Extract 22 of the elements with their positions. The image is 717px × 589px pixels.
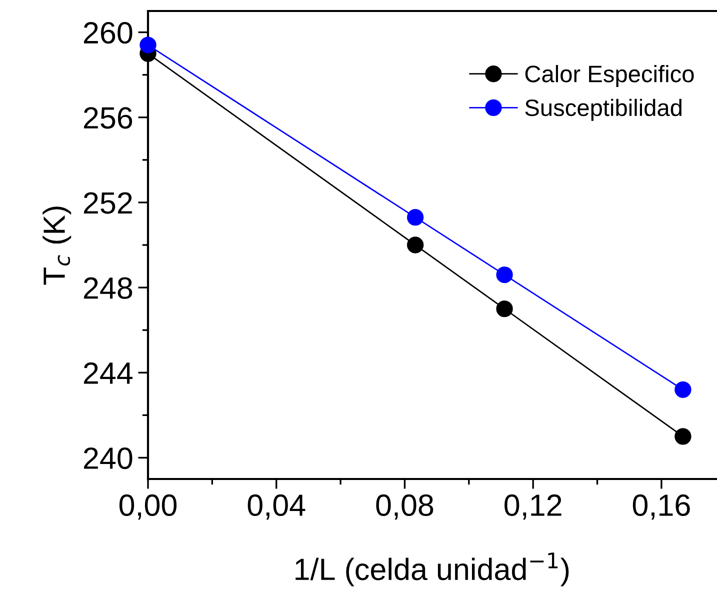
legend-label: Calor Especifico bbox=[525, 65, 694, 88]
x-axis-title: 1/L (celda unidad$^{−1}$) bbox=[296, 552, 569, 586]
y-tick-label: 260 bbox=[84, 22, 132, 44]
y-tick-label: 244 bbox=[84, 362, 133, 384]
y-axis-title: T$_{c}$ (K) bbox=[42, 206, 72, 285]
x-tick-label: 0,00 bbox=[119, 494, 177, 520]
point bbox=[496, 300, 513, 318]
x-tick-label: 0,08 bbox=[376, 494, 434, 520]
y-tick-label: 240 bbox=[84, 447, 132, 470]
y-tick-label: 248 bbox=[84, 277, 132, 299]
x-tick-label: 0,12 bbox=[504, 494, 562, 520]
point bbox=[674, 381, 692, 398]
point bbox=[140, 36, 156, 54]
point bbox=[406, 236, 424, 254]
x-tick-label: 0,04 bbox=[248, 494, 306, 520]
y-tick-label: 252 bbox=[84, 192, 132, 214]
point bbox=[674, 428, 692, 445]
point bbox=[496, 266, 513, 284]
legend-label: Susceptibilidad bbox=[525, 98, 682, 121]
y-tick-label: 256 bbox=[84, 107, 132, 129]
point bbox=[406, 209, 424, 226]
x-tick-label: 0,16 bbox=[632, 494, 690, 520]
